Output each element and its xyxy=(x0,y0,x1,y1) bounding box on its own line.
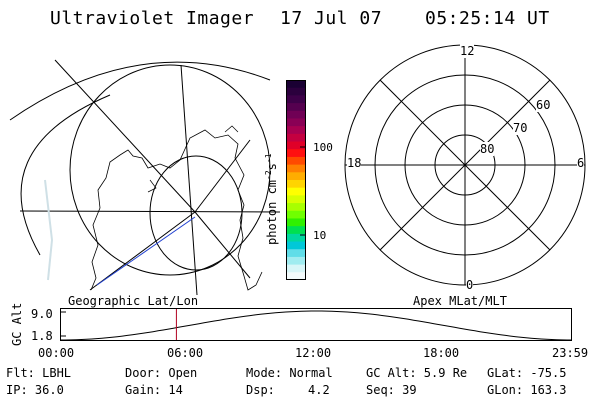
colorbar-cell xyxy=(286,110,306,120)
time-tick-2359: 23:59 xyxy=(552,346,589,360)
latitude-arc-outer-2 xyxy=(20,94,111,256)
observation-time: 05:25:14 UT xyxy=(425,8,550,29)
altitude-plot-frame xyxy=(60,308,572,341)
time-tick-0000: 00:00 xyxy=(38,346,75,360)
mlt-label-12: 12 xyxy=(460,44,475,58)
colorbar-cell xyxy=(286,156,306,166)
latitude-circle-1 xyxy=(69,64,271,276)
mlat-label-70: 70 xyxy=(513,121,528,135)
meridian-line-4 xyxy=(194,139,251,213)
colorbar-cell xyxy=(286,195,306,204)
time-tick-0600: 06:00 xyxy=(167,346,204,360)
dsp-value: 4.2 xyxy=(308,383,330,397)
colorbar-cell xyxy=(286,141,306,150)
colorbar-cell xyxy=(286,249,306,258)
colorbar-cell xyxy=(286,172,306,181)
coastline-detail-2 xyxy=(224,125,239,133)
meridian-line-2 xyxy=(180,64,198,296)
colorbar-cell xyxy=(286,95,306,104)
colorbar-cell xyxy=(286,80,306,89)
time-tick-1800: 18:00 xyxy=(423,346,460,360)
colorbar-cell xyxy=(286,256,306,266)
colorbar-cell xyxy=(286,226,306,235)
seq-info: Seq: 39 xyxy=(366,383,417,397)
altitude-curve xyxy=(61,310,572,341)
latitude-arc-outer xyxy=(9,61,271,121)
colorbar-cell xyxy=(286,241,306,250)
colorbar xyxy=(286,80,306,281)
colorbar-cell xyxy=(286,264,306,273)
colorbar-label: photon cm-2s-1 xyxy=(264,153,279,245)
gc-alt-info: GC Alt: 5.9 Re xyxy=(366,366,468,380)
colorbar-cell xyxy=(286,180,306,189)
dsp-label: Dsp: xyxy=(246,383,275,397)
mlat-label-60: 60 xyxy=(536,98,551,112)
mode-info: Mode: Normal xyxy=(246,366,333,380)
colorbar-cell xyxy=(286,133,306,143)
colorbar-tick-10: 10 xyxy=(313,229,327,242)
altitude-ytick-min: 1.8 xyxy=(31,329,53,343)
filter-info: Flt: LBHL xyxy=(6,366,72,380)
geographic-map xyxy=(9,59,281,296)
mlt-label-18: 18 xyxy=(347,156,362,170)
altitude-plot xyxy=(60,308,572,341)
observation-date: 17 Jul 07 xyxy=(280,8,383,29)
coastline-detail xyxy=(147,179,157,193)
meridian-line-1 xyxy=(19,210,281,213)
colorbar-cell xyxy=(286,103,306,112)
meridian-line-6 xyxy=(89,211,196,291)
apex-caption: Apex MLat/MLT xyxy=(413,294,507,308)
ip-info: IP: 36.0 xyxy=(6,383,64,397)
colorbar-cell xyxy=(286,233,306,243)
polar-mlat-mlt-grid xyxy=(344,44,586,286)
colorbar-cell xyxy=(286,218,306,227)
glat-info: GLat: -75.5 xyxy=(487,366,567,380)
meridian-line-3 xyxy=(54,59,196,213)
colorbar-cell xyxy=(286,87,306,96)
colorbar-scale xyxy=(286,80,306,281)
altitude-ylabel: GC Alt xyxy=(10,302,24,346)
mlat-label-80: 80 xyxy=(480,142,495,156)
coastline xyxy=(90,129,263,291)
geographic-caption: Geographic Lat/Lon xyxy=(68,294,199,308)
imager-edge xyxy=(44,179,54,281)
colorbar-cell xyxy=(286,126,306,135)
mlt-label-6: 6 xyxy=(577,156,585,170)
instrument-title: Ultraviolet Imager xyxy=(50,8,255,29)
colorbar-cell xyxy=(286,272,306,281)
glon-info: GLon: 163.3 xyxy=(487,383,567,397)
gain-info: Gain: 14 xyxy=(125,383,183,397)
mlt-label-0: 0 xyxy=(466,278,474,292)
colorbar-cell xyxy=(286,210,306,220)
time-tick-1200: 12:00 xyxy=(295,346,332,360)
colorbar-cell xyxy=(286,187,306,196)
colorbar-cell xyxy=(286,203,306,212)
orbit-track xyxy=(96,216,196,286)
colorbar-cell xyxy=(286,118,306,127)
colorbar-cell xyxy=(286,164,306,173)
colorbar-cell xyxy=(286,149,306,158)
altitude-ytick-max: 9.0 xyxy=(31,307,53,321)
colorbar-tick-100: 100 xyxy=(313,141,333,154)
meridian-line-5 xyxy=(194,211,251,279)
mlt-line-diag-2 xyxy=(379,79,551,251)
door-info: Door: Open xyxy=(125,366,198,380)
